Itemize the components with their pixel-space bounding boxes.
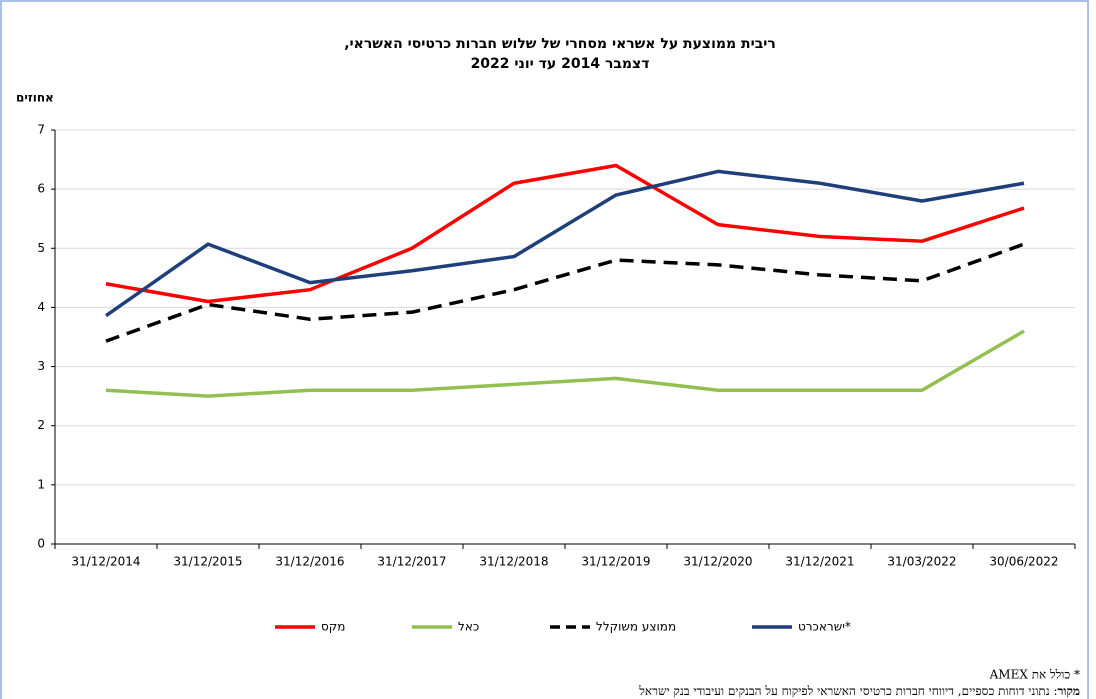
source-label: מקור xyxy=(1058,684,1081,698)
y-tick-label: 0 xyxy=(37,537,45,551)
x-tick-label: 31/12/2020 xyxy=(683,555,752,569)
x-tick-label: 31/12/2016 xyxy=(275,555,344,569)
series-line xyxy=(104,169,1025,318)
chart-title: ריבית ממוצעת על אשראי מסחרי של שלוש חברו… xyxy=(344,36,776,52)
x-tick-label: 31/12/2017 xyxy=(377,555,446,569)
legend-label: מקס xyxy=(321,620,345,634)
series-line xyxy=(105,163,1025,304)
y-tick-label: 1 xyxy=(37,477,45,491)
y-tick-label: 2 xyxy=(37,418,45,432)
x-tick-label: 31/12/2018 xyxy=(479,555,548,569)
series-line xyxy=(105,242,1025,343)
y-tick-label: 4 xyxy=(37,300,45,314)
legend-label: ממוצע משוקלל xyxy=(596,620,676,634)
y-tick-label: 7 xyxy=(37,123,45,137)
x-tick-label: 30/06/2022 xyxy=(989,555,1058,569)
chart-subtitle: דצמבר 2014 עד יוני 2022 xyxy=(471,56,650,72)
source-text: : נתוני דוחות כספיים, דיווחי חברות כרטיס… xyxy=(638,684,1057,698)
legend-label: כאל xyxy=(458,620,479,634)
y-tick-label: 5 xyxy=(37,241,45,255)
x-tick-label: 31/12/2021 xyxy=(785,555,854,569)
y-tick-label: 3 xyxy=(37,359,45,373)
x-tick-label: 31/03/2022 xyxy=(887,555,956,569)
footnote: * כולל את AMEX xyxy=(989,668,1080,682)
source: מקור: נתוני דוחות כספיים, דיווחי חברות כ… xyxy=(638,684,1080,698)
x-tick-label: 31/12/2015 xyxy=(173,555,242,569)
series-line xyxy=(105,329,1025,398)
x-tick-label: 31/12/2014 xyxy=(71,555,140,569)
y-axis-label: אחוזים xyxy=(16,91,54,105)
x-tick-label: 31/12/2019 xyxy=(581,555,650,569)
y-tick-label: 6 xyxy=(37,182,45,196)
legend-label: ישראכרט* xyxy=(798,620,851,634)
